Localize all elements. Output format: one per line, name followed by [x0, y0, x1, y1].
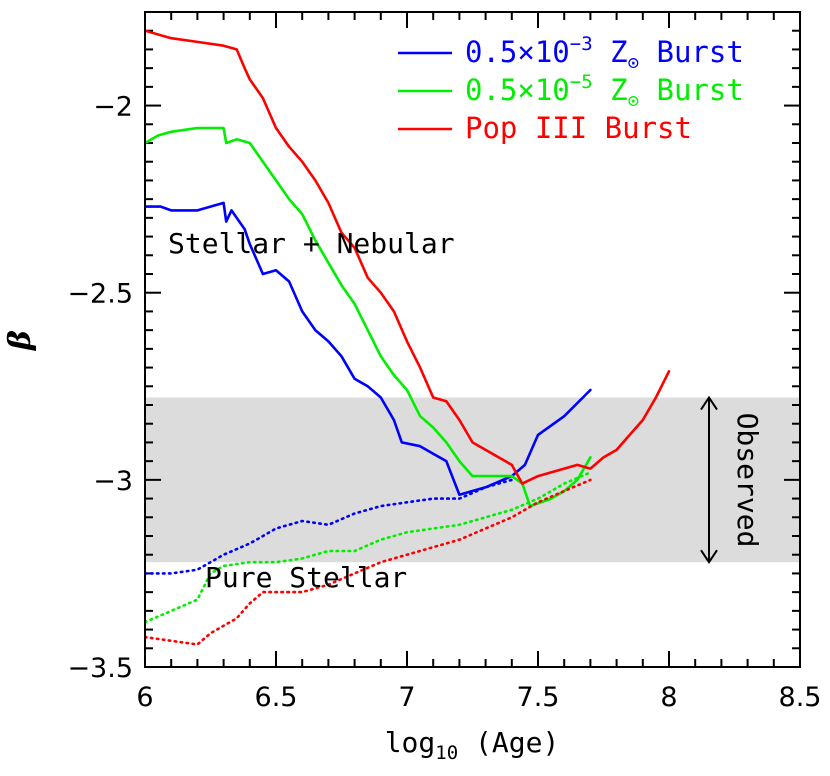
y-tick-label: −3 [93, 466, 133, 497]
x-tick-label: 7.5 [517, 682, 560, 713]
x-tick-label: 6 [136, 682, 153, 713]
y-tick-label: −2 [93, 92, 133, 123]
legend-entry-1: 0.5×10−5 Z⊙ Burst [465, 71, 744, 112]
observed-range-arrow [700, 395, 718, 565]
x-axis-title-rest: (Age) [458, 726, 559, 759]
series-line-4 [145, 29, 671, 485]
observed-label: Observed [731, 413, 764, 548]
series-line-3 [145, 471, 592, 624]
pure-stellar-label: Pure Stellar [205, 561, 407, 594]
series-layer [145, 29, 671, 646]
plot-frame [144, 11, 801, 668]
x-tick-label: 7 [398, 682, 415, 713]
legend-entry-0: 0.5×10−3 Z⊙ Burst [465, 33, 744, 74]
y-axis-title: β [3, 330, 38, 351]
y-tick-label: −2.5 [67, 279, 133, 310]
series-line-1 [145, 478, 514, 575]
x-tick-label: 6.5 [255, 682, 298, 713]
x-axis-title-main: log [385, 726, 436, 759]
x-tick-label: 8 [660, 682, 677, 713]
stellar-nebular-label: Stellar + Nebular [168, 227, 455, 260]
x-axis-title: log10 (Age) [385, 726, 560, 764]
series-line-0 [145, 201, 592, 497]
legend-entry-2: Pop III Burst [465, 111, 692, 145]
x-axis-title-subscript: 10 [435, 742, 458, 764]
x-tick-label: 8.5 [779, 682, 822, 713]
tick-labels: 6 6.5 7 7.5 8 8.5 −2 −2.5 −3 −3.5 [67, 92, 821, 713]
y-tick-label: −3.5 [67, 653, 133, 684]
series-line-5 [145, 478, 592, 646]
observed-band [145, 397, 800, 563]
series-line-2 [145, 126, 592, 508]
